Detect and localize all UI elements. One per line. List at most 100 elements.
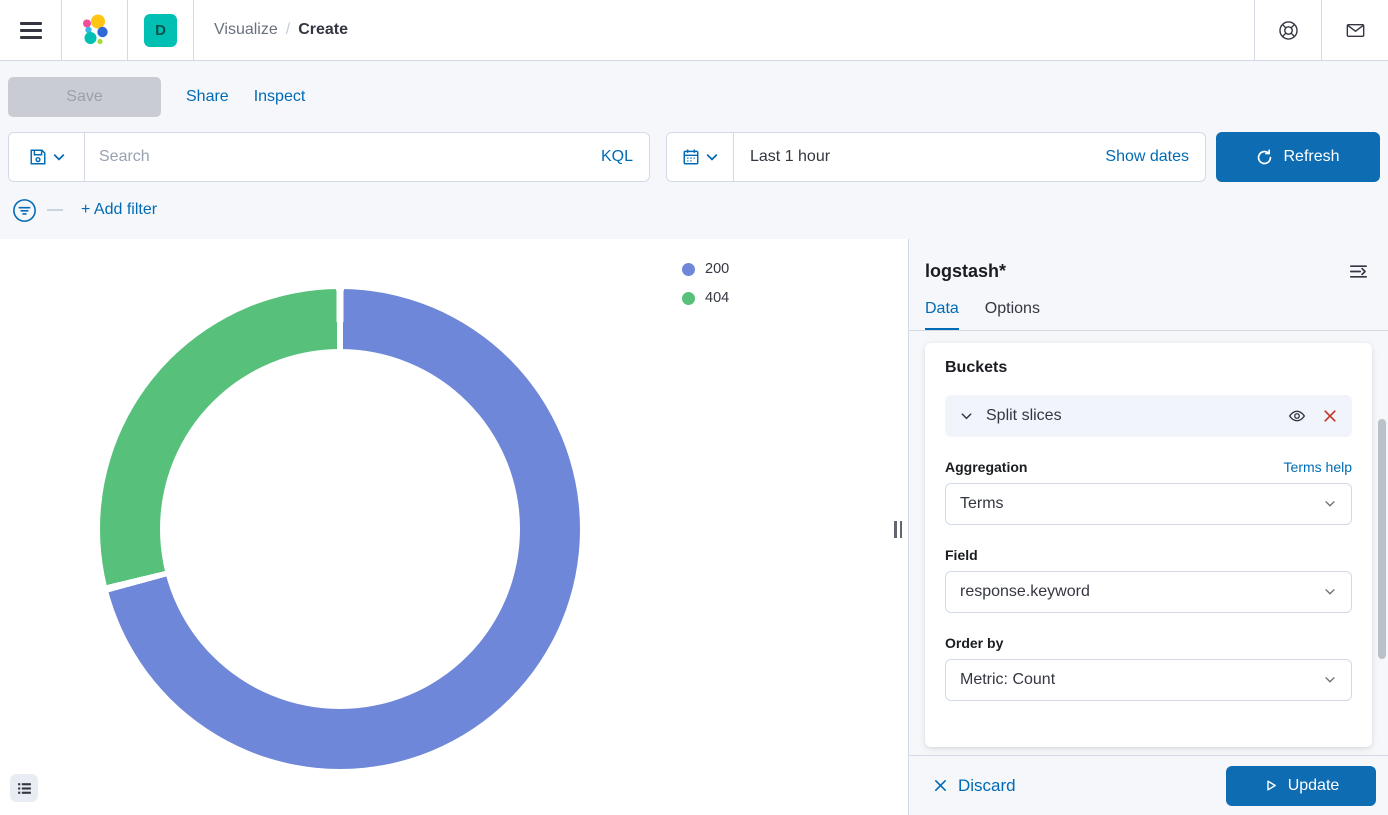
tab-data[interactable]: Data [925,300,959,330]
play-icon [1266,780,1276,791]
actions-row: Save Share Inspect [8,77,1380,117]
breadcrumb-visualize[interactable]: Visualize [214,21,278,38]
space-selector[interactable]: D [128,0,193,60]
menu-button[interactable] [0,0,61,60]
field-label: Field [945,547,978,563]
newsfeed-button[interactable] [1322,0,1388,60]
help-icon [1278,20,1298,40]
legend-swatch [682,291,695,305]
elastic-logo-icon [82,14,108,45]
terms-help-link[interactable]: Terms help [1283,459,1352,475]
buckets-card: Buckets Split slices [925,343,1372,747]
search-bar: KQL [8,132,650,182]
menu-right-icon [1349,265,1368,278]
refresh-label: Refresh [1283,148,1340,165]
app-header: D Visualize / Create [0,0,1388,61]
aggregation-value: Terms [960,495,1004,512]
eye-icon [1288,410,1306,422]
discard-button[interactable]: Discard [933,776,1016,796]
filter-bar: + Add filter [8,198,1380,222]
split-slices-label: Split slices [986,407,1062,424]
elastic-logo[interactable] [62,0,127,60]
filter-menu-button[interactable] [12,198,37,223]
legend-item[interactable]: 200 [682,261,729,277]
chevron-down-icon [1325,501,1335,507]
aggregation-select[interactable]: Terms [945,483,1352,525]
header-divider [127,0,128,60]
tab-options[interactable]: Options [985,300,1040,330]
header-divider [1254,0,1255,60]
editor-sidebar: logstash* Data Options Buckets Split s [908,239,1388,815]
breadcrumb: Visualize / Create [194,0,1254,60]
breadcrumb-separator: / [285,21,291,38]
legend-label: 404 [705,290,730,306]
time-range-value[interactable]: Last 1 hour [750,148,831,165]
calendar-icon [683,149,699,165]
header-divider [61,0,62,60]
share-button[interactable]: Share [186,88,229,105]
legend-swatch [682,262,695,276]
date-picker: Last 1 hour Show dates [666,132,1206,182]
help-button[interactable] [1255,0,1321,60]
sidebar-footer: Discard Update [909,755,1388,815]
space-badge: D [144,13,177,47]
field-select[interactable]: response.keyword [945,571,1352,613]
filter-icon [13,198,36,222]
chart-legend: 200 404 [682,261,729,319]
inspect-button[interactable]: Inspect [253,88,306,105]
cross-icon [935,780,946,791]
chevron-down-icon [1325,677,1335,683]
chevron-down-icon [1325,589,1335,595]
saved-query-menu-button[interactable] [9,133,85,181]
add-filter-button[interactable]: + Add filter [81,201,158,218]
search-input[interactable] [85,148,601,166]
sidebar-tabs: Data Options [909,300,1388,331]
update-button[interactable]: Update [1226,765,1376,806]
aggregation-label: Aggregation [945,459,1028,475]
legend-item[interactable]: 404 [682,290,729,306]
mail-icon [1346,23,1364,37]
remove-bucket-button[interactable] [1322,408,1338,424]
refresh-icon [1258,148,1272,164]
list-icon [17,782,31,794]
save-button[interactable]: Save [8,77,161,117]
refresh-button[interactable]: Refresh [1216,132,1380,182]
sidebar-header: logstash* [909,239,1388,282]
query-language-button[interactable]: KQL [600,148,633,165]
header-divider [193,0,194,60]
query-bar: KQL Last 1 hour Show dates [8,132,1380,182]
split-slices-accordion[interactable]: Split slices [945,395,1352,437]
donut-chart[interactable] [100,289,580,769]
chevron-down-icon [706,154,718,161]
field-value: response.keyword [960,583,1090,600]
save-query-icon [30,149,45,165]
buckets-title: Buckets [945,359,1008,376]
toggle-legend-button[interactable] [10,774,38,802]
breadcrumb-create: Create [298,21,349,38]
content-area: 200 404 logstash* [0,239,1388,815]
aggregation-group: Aggregation Terms help Terms [945,459,1352,525]
order-by-select[interactable]: Metric: Count [945,659,1352,701]
field-group: Field response.keyword [945,547,1352,613]
scrollbar-thumb[interactable] [1378,419,1386,659]
order-by-label: Order by [945,635,1004,651]
show-dates-button[interactable]: Show dates [1105,148,1189,165]
collapse-panel-button[interactable] [1349,262,1368,281]
chevron-down-icon [961,412,972,419]
chevron-down-icon [53,154,64,161]
index-pattern-title: logstash* [925,261,1007,281]
panel-resize-handle[interactable] [894,521,902,538]
toggle-visibility-button[interactable] [1288,407,1306,425]
discard-label: Discard [958,775,1016,795]
order-by-group: Order by Metric: Count [945,635,1352,701]
visualization-area: 200 404 [0,239,908,815]
close-icon [1324,410,1336,422]
update-label: Update [1287,776,1340,794]
legend-label: 200 [705,261,730,277]
donut-hole [160,349,520,709]
header-divider [1321,0,1322,60]
quick-select-menu-button[interactable] [667,133,734,181]
hamburger-icon [19,21,42,39]
order-by-value: Metric: Count [960,671,1056,688]
